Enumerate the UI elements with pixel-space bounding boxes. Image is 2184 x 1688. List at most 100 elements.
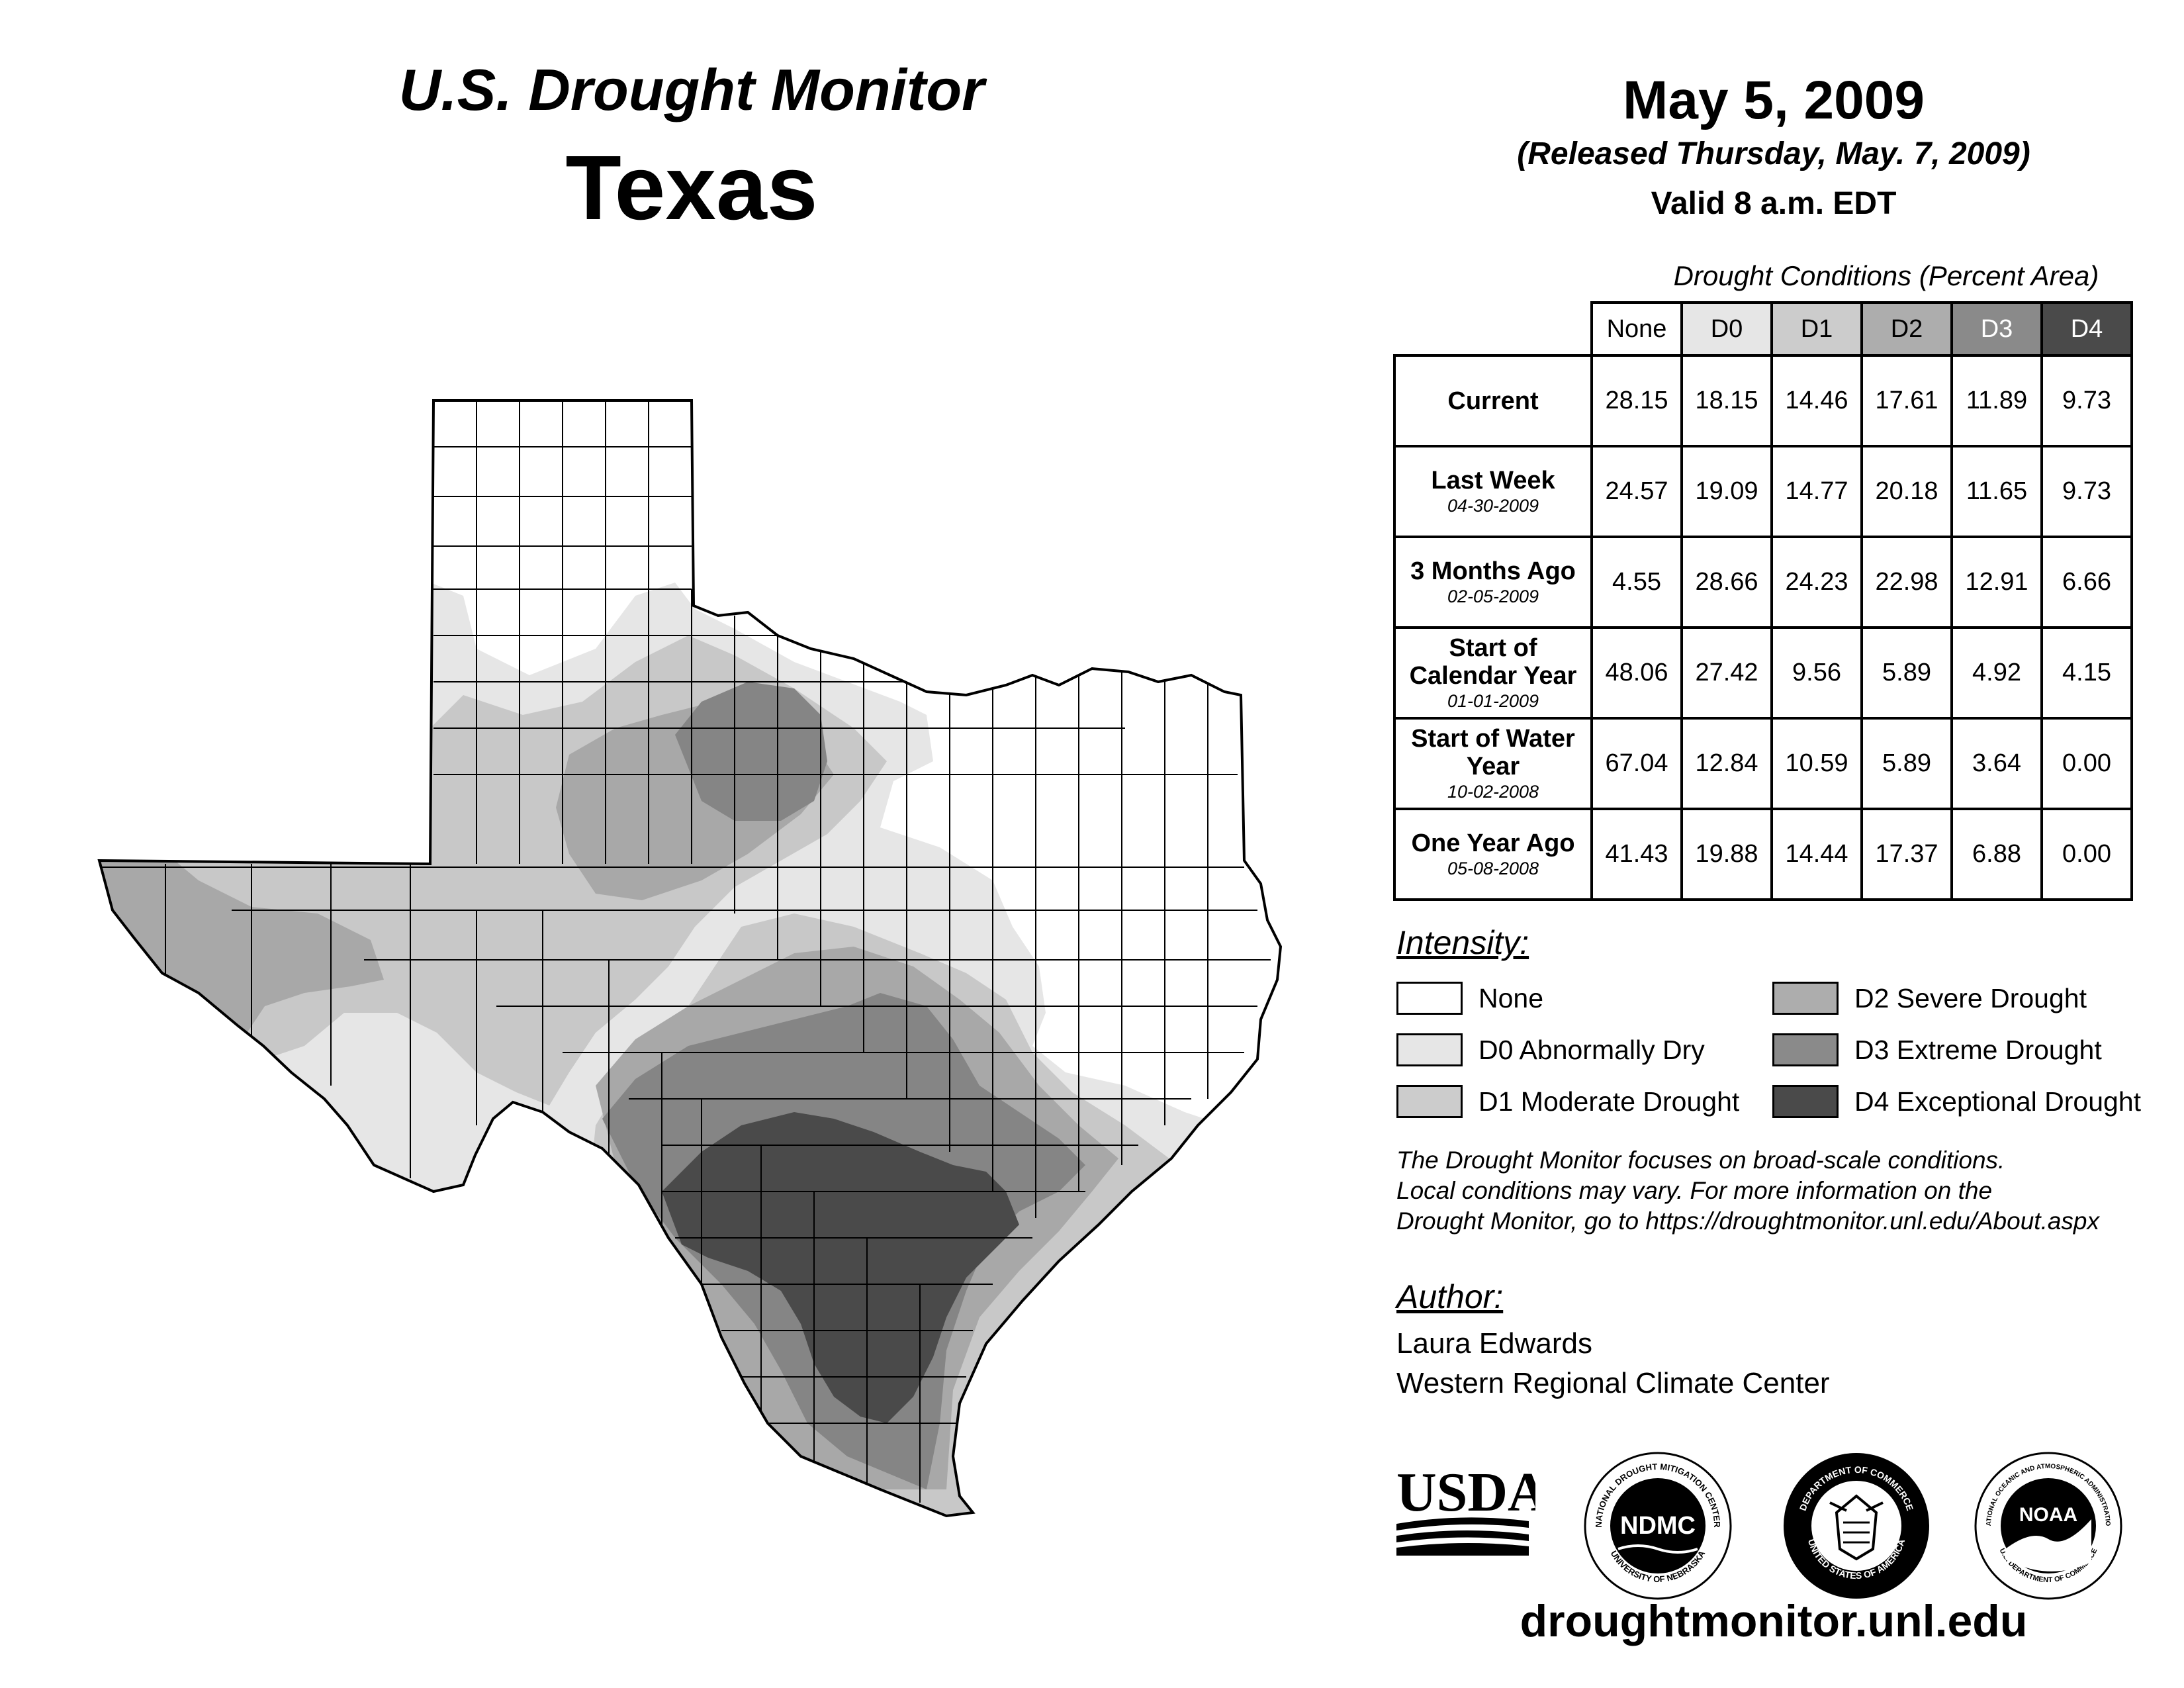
cell-value: 5.89 — [1860, 626, 1953, 720]
row-label-text: Start of Calendar Year — [1409, 633, 1577, 690]
cell-value: 4.92 — [1950, 626, 2043, 720]
cell-value: 22.98 — [1860, 536, 1953, 629]
cell-value: 28.15 — [1590, 354, 1683, 447]
note-line: Local conditions may vary. For more info… — [1396, 1177, 1993, 1204]
legend-swatch — [1772, 1085, 1839, 1118]
col-header-none: None — [1590, 301, 1683, 357]
legend-swatch — [1396, 982, 1463, 1015]
note-line: Drought Monitor, go to https://droughtmo… — [1396, 1207, 2099, 1235]
legend-label: None — [1479, 982, 1544, 1013]
row-label: Start of Water Year 10-02-2008 — [1393, 717, 1593, 810]
cell-value: 10.59 — [1770, 717, 1863, 810]
ndmc-logo-text: NDMC — [1620, 1512, 1696, 1540]
cell-value: 14.46 — [1770, 354, 1863, 447]
usda-logo-text: USDA — [1396, 1463, 1535, 1523]
row-label: One Year Ago 05-08-2008 — [1393, 808, 1593, 901]
cell-value: 4.55 — [1590, 536, 1683, 629]
table-caption: Drought Conditions (Percent Area) — [1673, 260, 2099, 291]
legend-label: D4 Exceptional Drought — [1854, 1086, 2142, 1117]
ndmc-logo: NATIONAL DROUGHT MITIGATION CENTER UNIVE… — [1584, 1452, 1732, 1600]
legend-swatch — [1396, 1085, 1463, 1118]
cell-value: 12.91 — [1950, 536, 2043, 629]
row-label: Start of Calendar Year 01-01-2009 — [1393, 626, 1593, 720]
cell-value: 24.23 — [1770, 536, 1863, 629]
cell-value: 28.66 — [1680, 536, 1773, 629]
cell-value: 48.06 — [1590, 626, 1683, 720]
table-corner — [1394, 303, 1592, 357]
col-header-d0: D0 — [1680, 301, 1773, 357]
legend-swatch — [1396, 1033, 1463, 1066]
noaa-logo-text: NOAA — [2019, 1504, 2077, 1526]
legend-item-d0: D0 Abnormally Dry — [1396, 1031, 1705, 1068]
legend-item-d3: D3 Extreme Drought — [1772, 1031, 2102, 1068]
footer-url[interactable]: droughtmonitor.unl.edu — [1520, 1596, 2028, 1646]
legend-label: D0 Abnormally Dry — [1479, 1034, 1705, 1065]
cell-value: 27.42 — [1680, 626, 1773, 720]
cell-value: 41.43 — [1590, 808, 1683, 901]
drought-note: The Drought Monitor focuses on broad-sca… — [1396, 1145, 2177, 1237]
row-label: Last Week 04-30-2009 — [1393, 445, 1593, 538]
cell-value: 19.88 — [1680, 808, 1773, 901]
cell-value: 18.15 — [1680, 354, 1773, 447]
cell-value: 20.18 — [1860, 445, 1953, 538]
cell-value: 17.37 — [1860, 808, 1953, 901]
row-date: 02-05-2009 — [1447, 586, 1539, 606]
row-label-text: Start of Water Year — [1411, 724, 1575, 780]
legend-label: D2 Severe Drought — [1854, 982, 2087, 1013]
row-date: 01-01-2009 — [1447, 690, 1539, 711]
legend-label: D1 Moderate Drought — [1479, 1086, 1740, 1117]
cell-value: 3.64 — [1950, 717, 2043, 810]
legend-item-none: None — [1396, 980, 1543, 1017]
legend-item-d4: D4 Exceptional Drought — [1772, 1083, 2141, 1120]
row-label: Current — [1393, 354, 1593, 447]
row-label: 3 Months Ago 02-05-2009 — [1393, 536, 1593, 629]
legend-swatch — [1772, 982, 1839, 1015]
cell-value: 14.77 — [1770, 445, 1863, 538]
cell-value: 11.89 — [1950, 354, 2043, 447]
author-name: Laura Edwards — [1396, 1327, 1592, 1360]
cell-value: 0.00 — [2040, 717, 2133, 810]
cell-value: 17.61 — [1860, 354, 1953, 447]
row-date: 05-08-2008 — [1447, 858, 1539, 878]
d4-area — [662, 1112, 1019, 1423]
author-org: Western Regional Climate Center — [1396, 1367, 1830, 1399]
row-label-text: Last Week — [1431, 466, 1555, 494]
table-row-one-year-ago: One Year Ago 05-08-2008 41.43 19.88 14.44… — [1393, 808, 2133, 901]
table-header-row: None D0 D1 D2 D3 D4 — [1394, 301, 2133, 357]
cell-value: 4.15 — [2040, 626, 2133, 720]
cell-value: 19.09 — [1680, 445, 1773, 538]
d3-area — [602, 682, 1085, 1489]
table-row-start-water-year: Start of Water Year 10-02-2008 67.04 12.8… — [1393, 717, 2133, 810]
table-row-last-week: Last Week 04-30-2009 24.57 19.09 14.77 20… — [1393, 445, 2133, 538]
table-row-start-calendar-year: Start of Calendar Year 01-01-2009 48.06 2… — [1393, 626, 2133, 720]
row-label-text: Current — [1447, 387, 1539, 415]
cell-value: 6.88 — [1950, 808, 2043, 901]
table-row-3-months-ago: 3 Months Ago 02-05-2009 4.55 28.66 24.23 … — [1393, 536, 2133, 629]
intensity-title: Intensity: — [1396, 924, 1529, 961]
noaa-logo: NATIONAL OCEANIC AND ATMOSPHERIC ADMINIS… — [1972, 1450, 2122, 1600]
table-row-current: Current 28.15 18.15 14.46 17.61 11.89 9.… — [1393, 354, 2133, 447]
row-date: 04-30-2009 — [1447, 495, 1539, 516]
col-header-d1: D1 — [1770, 301, 1863, 357]
usda-logo: USDA — [1396, 1463, 1535, 1556]
cell-value: 9.73 — [2040, 354, 2133, 447]
monitor-title: U.S. Drought Monitor — [398, 57, 985, 122]
state-title: Texas — [565, 137, 818, 239]
row-label-text: 3 Months Ago — [1410, 557, 1576, 585]
cell-value: 9.56 — [1770, 626, 1863, 720]
commerce-seal: DEPARTMENT OF COMMERCE UNITED STATES OF … — [1784, 1453, 1929, 1599]
legend-item-d2: D2 Severe Drought — [1772, 980, 2087, 1017]
cell-value: 9.73 — [2040, 445, 2133, 538]
cell-value: 11.65 — [1950, 445, 2043, 538]
texas-drought-map — [98, 399, 1282, 1517]
legend-label: D3 Extreme Drought — [1854, 1034, 2102, 1065]
county-boundaries — [99, 400, 1271, 1503]
col-header-d2: D2 — [1860, 301, 1953, 357]
col-header-d4: D4 — [2040, 301, 2133, 357]
release-date: (Released Thursday, May. 7, 2009) — [1517, 136, 2030, 171]
cell-value: 12.84 — [1680, 717, 1773, 810]
map-date: May 5, 2009 — [1623, 70, 1925, 130]
drought-conditions-table: None D0 D1 D2 D3 D4 Current 28.15 18.15 … — [1393, 301, 2133, 901]
legend-item-d1: D1 Moderate Drought — [1396, 1083, 1739, 1120]
cell-value: 67.04 — [1590, 717, 1683, 810]
